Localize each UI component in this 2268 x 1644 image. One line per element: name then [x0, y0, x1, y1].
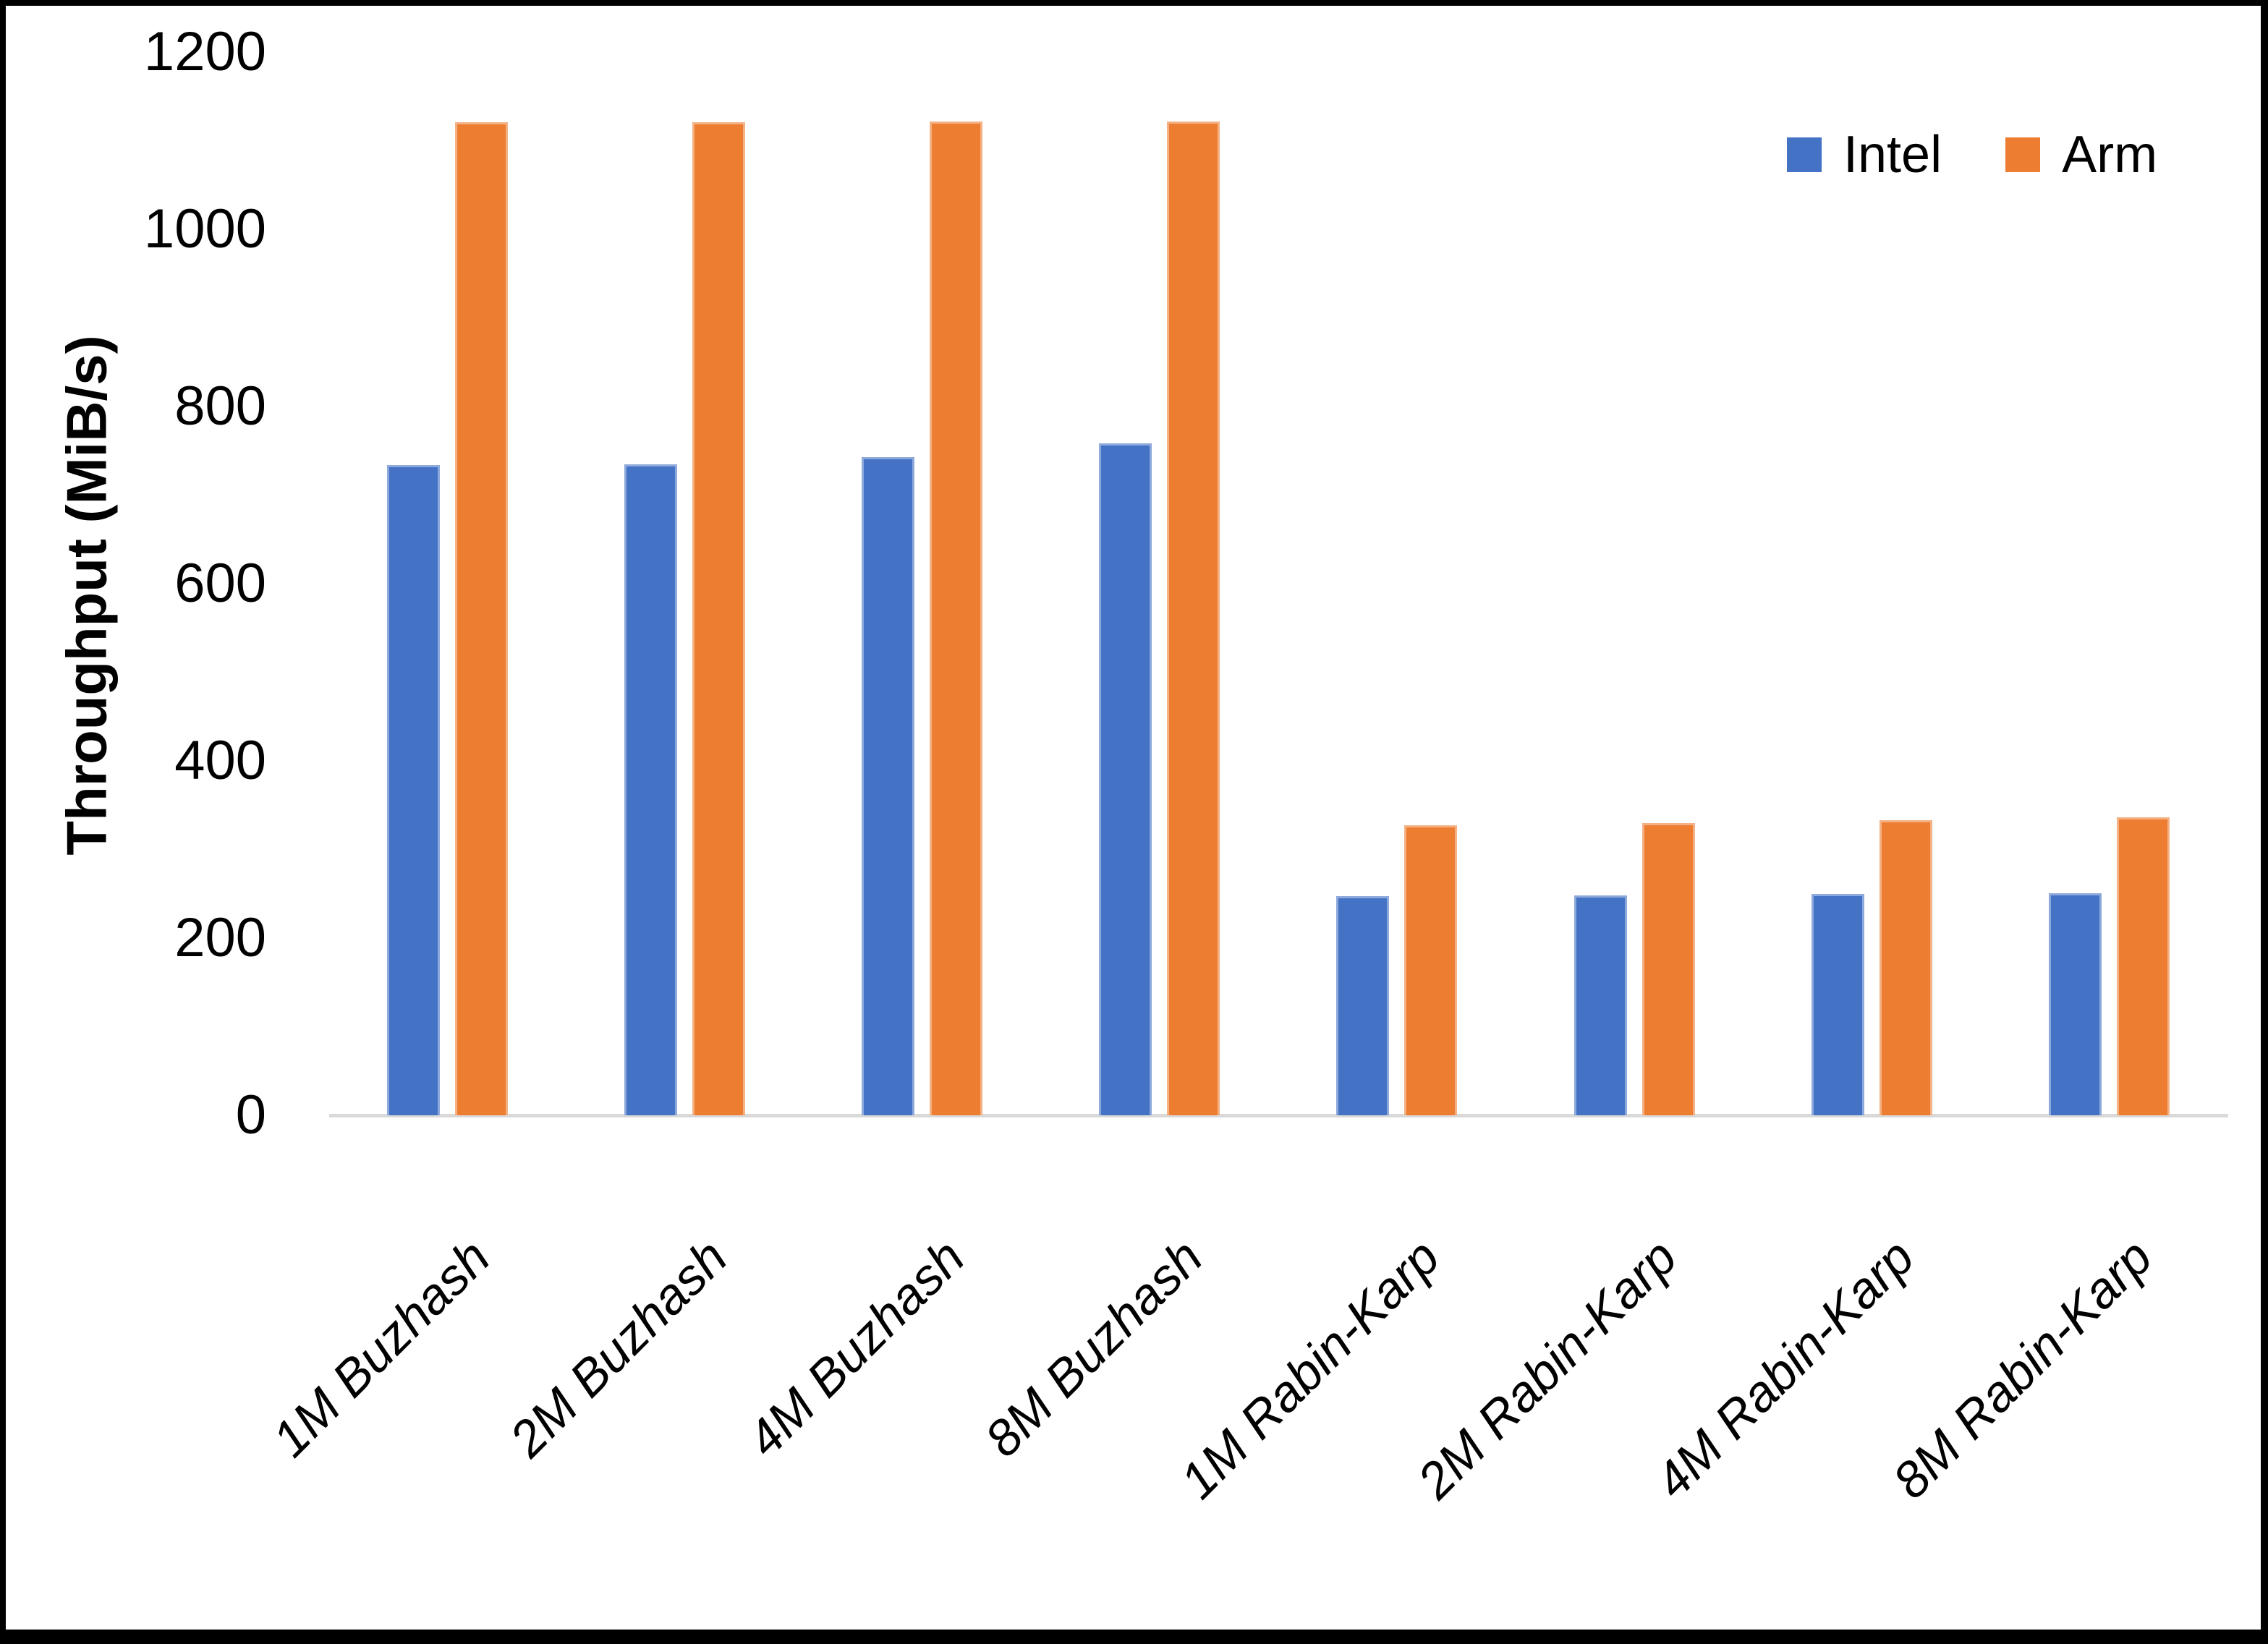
- x-axis-label: 1M Buzhash: [261, 1228, 501, 1468]
- x-axis-label: 4M Buzhash: [736, 1228, 976, 1468]
- arm-bar-2m-buzhash: [692, 122, 745, 1115]
- intel-bar-2m-rabin-karp: [1574, 895, 1627, 1115]
- intel-bar-4m-rabin-karp: [1812, 894, 1864, 1115]
- legend-item-intel: Intel: [1787, 129, 1942, 181]
- y-tick-label: 200: [174, 907, 266, 968]
- y-tick-label: 600: [174, 553, 266, 614]
- legend-label-intel: Intel: [1843, 126, 1942, 184]
- x-axis-label: 8M Buzhash: [974, 1228, 1213, 1468]
- y-tick-label: 400: [174, 730, 266, 791]
- intel-bar-8m-buzhash: [1099, 443, 1152, 1115]
- arm-bar-8m-buzhash: [1167, 122, 1220, 1115]
- arm-bar-2m-rabin-karp: [1642, 823, 1695, 1115]
- x-axis-line: [329, 1114, 2228, 1117]
- arm-bar-8m-rabin-karp: [2117, 817, 2170, 1115]
- intel-bar-2m-buzhash: [624, 464, 677, 1115]
- x-axis-label: 2M Rabin-Karp: [1406, 1228, 1688, 1509]
- y-tick-label: 1000: [143, 198, 266, 260]
- arm-bar-1m-rabin-karp: [1404, 825, 1457, 1115]
- arm-series-swatch-icon: [2005, 137, 2041, 172]
- intel-bar-1m-buzhash: [387, 465, 440, 1115]
- arm-bar-4m-buzhash: [930, 122, 982, 1115]
- y-tick-label: 800: [174, 375, 266, 437]
- x-axis-label: 1M Rabin-Karp: [1169, 1228, 1451, 1509]
- legend-label-arm: Arm: [2062, 126, 2158, 184]
- x-axis-label: 4M Rabin-Karp: [1644, 1228, 1925, 1509]
- arm-bar-1m-buzhash: [455, 122, 508, 1115]
- y-tick-label: 1200: [143, 21, 266, 82]
- legend-item-arm: Arm: [2005, 129, 2157, 181]
- y-tick-label: 0: [235, 1084, 266, 1146]
- intel-bar-4m-buzhash: [862, 457, 914, 1115]
- legend: Intel Arm: [1787, 129, 2157, 181]
- x-axis-label: 8M Rabin-Karp: [1882, 1228, 2163, 1509]
- intel-series-swatch-icon: [1787, 137, 1822, 172]
- arm-bar-4m-rabin-karp: [1880, 820, 1932, 1115]
- intel-bar-8m-rabin-karp: [2049, 893, 2102, 1115]
- x-axis-label: 2M Buzhash: [498, 1228, 738, 1468]
- intel-bar-1m-rabin-karp: [1336, 896, 1389, 1115]
- chart: Throughput (MiB/s) 0 200 400 600 800 1000 1200…: [6, 6, 2261, 1630]
